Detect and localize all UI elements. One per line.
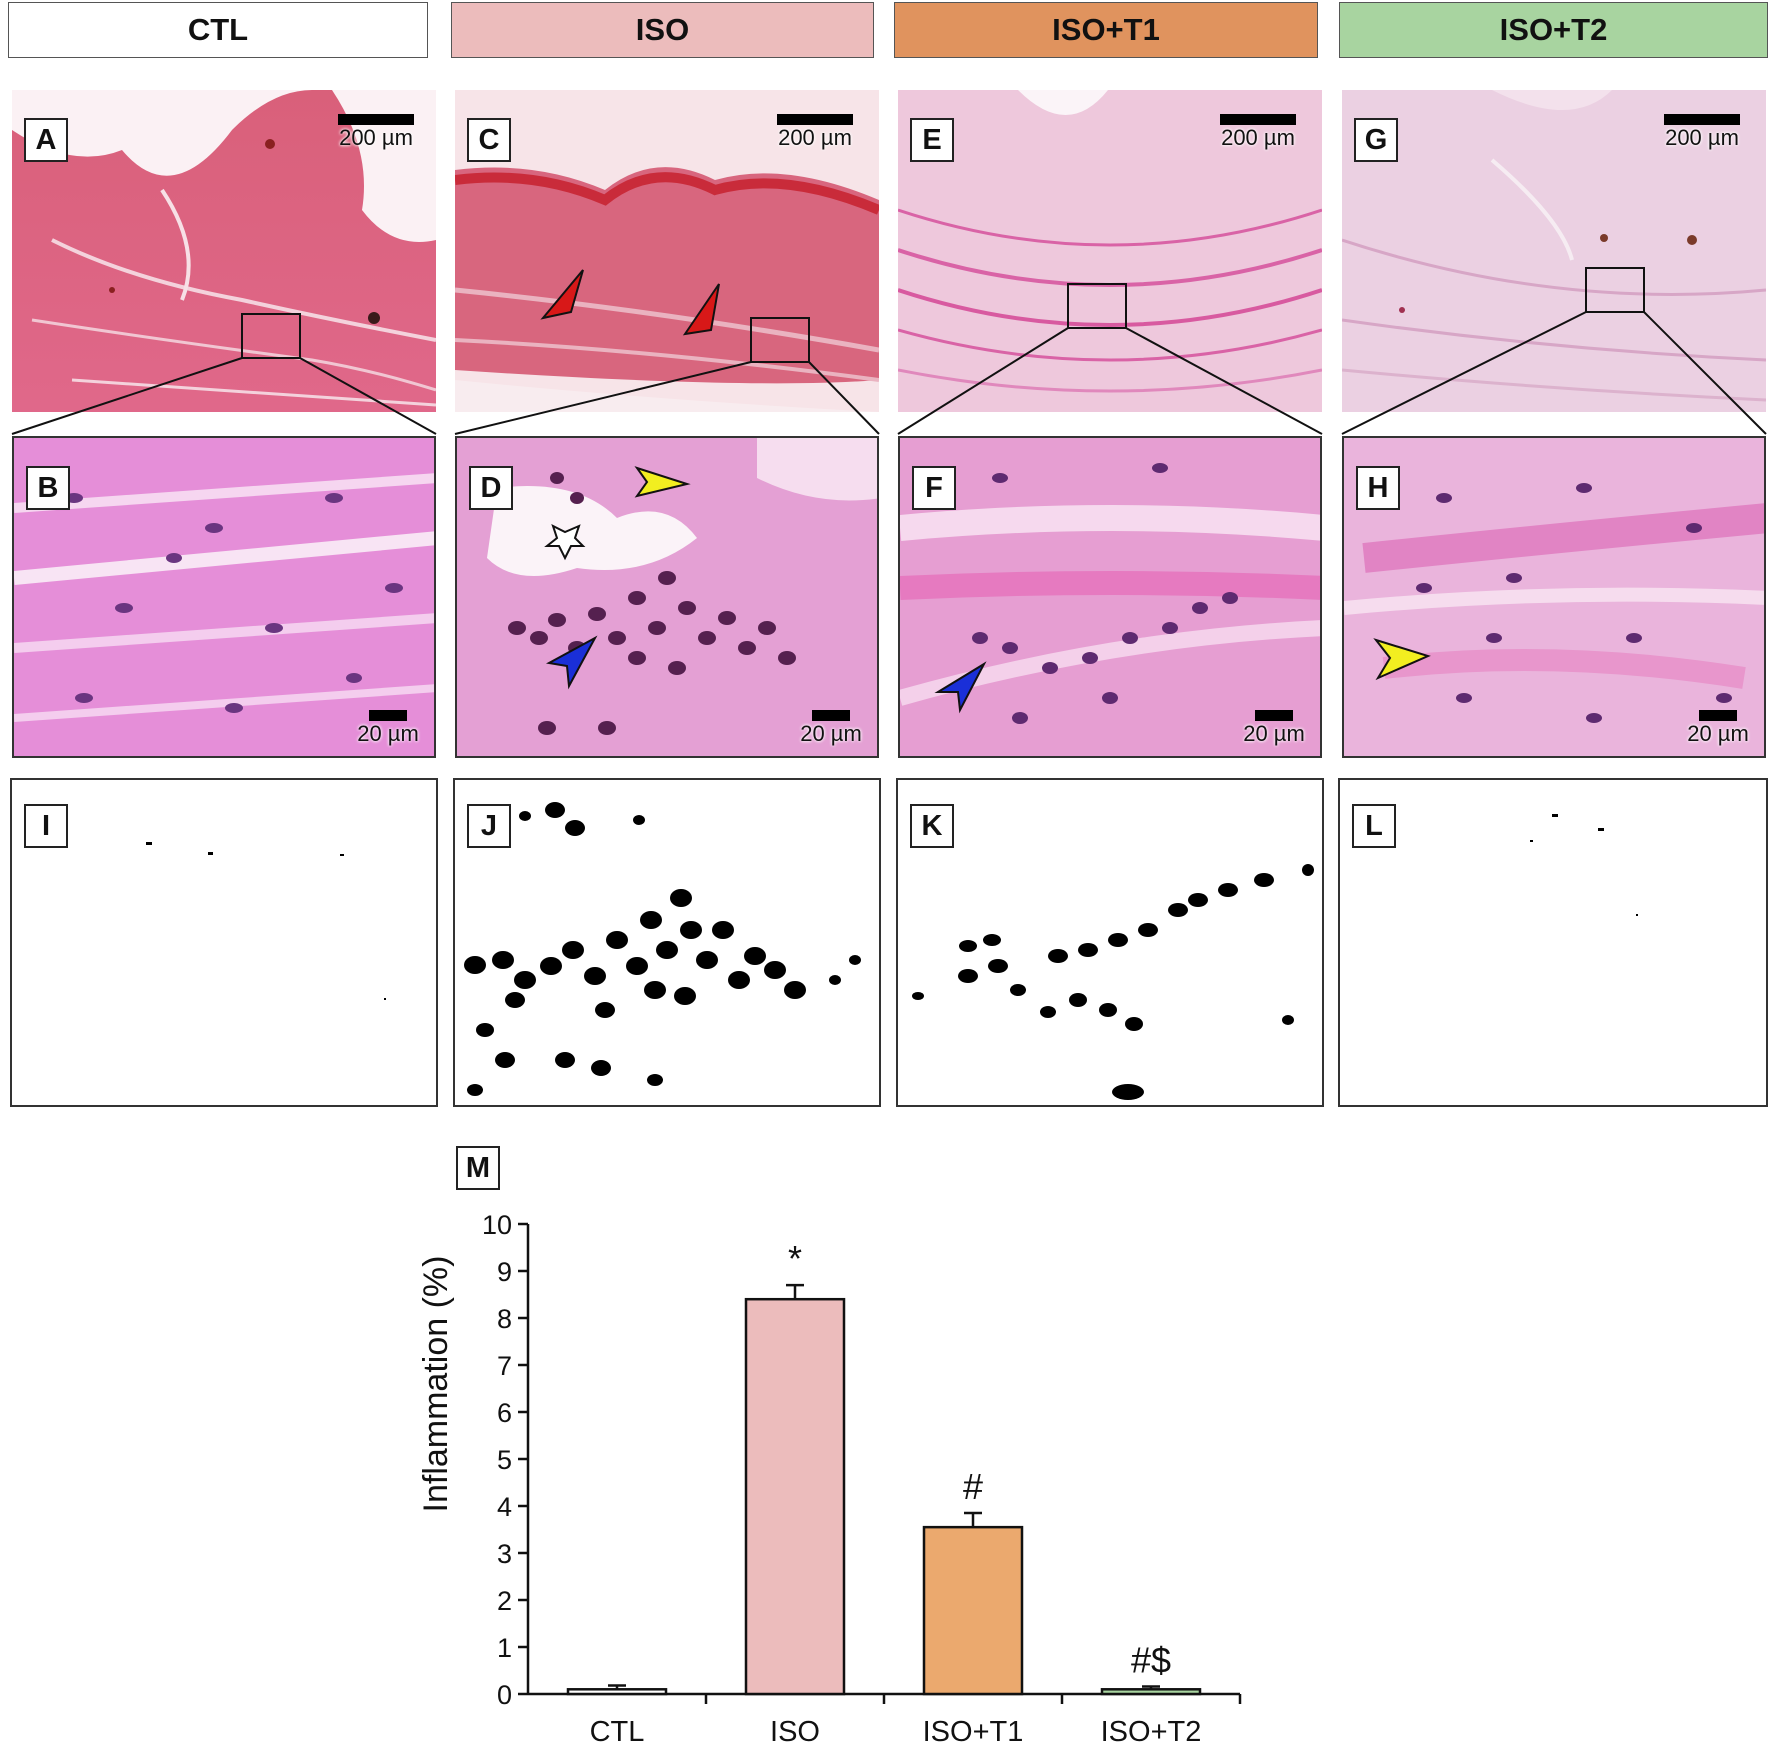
binary-mask-panel-k: K	[896, 778, 1324, 1107]
scale-bar-label: 20 µm	[800, 721, 862, 746]
tissue-image	[900, 438, 1320, 756]
y-tick-label: 9	[497, 1257, 512, 1287]
y-tick-label: 2	[497, 1586, 512, 1616]
header-iso-t2: ISO+T2	[1339, 2, 1768, 58]
bar-ctl	[566, 1688, 668, 1696]
panel-label: I	[24, 804, 68, 848]
panel-label: J	[467, 804, 511, 848]
scale-bar-label: 20 µm	[1687, 721, 1749, 746]
y-tick-label: 1	[497, 1633, 512, 1663]
y-tick-label: 8	[497, 1304, 512, 1334]
header-iso-t1: ISO+T1	[894, 2, 1318, 58]
header-iso: ISO	[451, 2, 874, 58]
binary-mask-image	[464, 802, 861, 1096]
scale-bar-label: 200 µm	[1221, 125, 1295, 150]
scale-bar: 200 µm	[765, 114, 865, 151]
panel-label: H	[1356, 466, 1400, 510]
panel-label: B	[26, 466, 70, 510]
scale-bar: 200 µm	[1208, 114, 1308, 151]
x-tick-label: ISO	[770, 1716, 820, 1748]
binary-mask-panel-j: J	[453, 778, 881, 1107]
tissue-image	[1344, 438, 1764, 756]
scale-bar: 20 µm	[1678, 710, 1758, 747]
y-tick-label: 5	[497, 1445, 512, 1475]
y-tick-label: 10	[482, 1210, 512, 1240]
bar-iso-t2	[1100, 1688, 1202, 1696]
tissue-image	[455, 90, 879, 412]
scale-bar: 200 µm	[1652, 114, 1752, 151]
y-tick-label: 7	[497, 1351, 512, 1381]
x-tick-label: ISO+T2	[1101, 1716, 1202, 1748]
panel-label: G	[1354, 118, 1398, 162]
panel-label: E	[910, 118, 954, 162]
tissue-image	[898, 90, 1322, 412]
micrograph-panel-c: C 200 µm	[455, 90, 879, 412]
scale-bar-label: 20 µm	[1243, 721, 1305, 746]
y-tick-label: 6	[497, 1398, 512, 1428]
x-tick-label: CTL	[590, 1716, 645, 1748]
tissue-image	[457, 438, 877, 756]
scale-bar: 20 µm	[791, 710, 871, 747]
binary-mask-panel-l: L	[1338, 778, 1768, 1107]
panel-label: L	[1352, 804, 1396, 848]
tissue-image	[1342, 90, 1766, 412]
panel-label: D	[469, 466, 513, 510]
y-tick-label: 0	[497, 1680, 512, 1710]
header-label: CTL	[187, 12, 249, 47]
zoom-connector-lines	[11, 311, 1767, 435]
header-ctl: CTL	[8, 2, 428, 58]
tissue-image	[14, 438, 434, 756]
binary-mask-image	[1530, 814, 1638, 916]
significance-marker: *	[788, 1238, 802, 1279]
bar-iso	[744, 1297, 846, 1696]
scale-bar: 20 µm	[348, 710, 428, 747]
y-tick-label: 4	[497, 1492, 512, 1522]
micrograph-panel-b: B 20 µm	[12, 436, 436, 758]
significance-marker: #$	[1131, 1639, 1171, 1680]
panel-label: F	[912, 466, 956, 510]
micrograph-panel-e: E 200 µm	[898, 90, 1322, 412]
significance-marker: #	[963, 1466, 983, 1507]
header-label: ISO+T1	[1052, 12, 1160, 47]
binary-mask-image	[146, 842, 386, 1000]
micrograph-panel-h: H 20 µm	[1342, 436, 1766, 758]
header-label: ISO	[635, 12, 690, 47]
micrograph-panel-g: G 200 µm	[1342, 90, 1766, 412]
scale-bar-label: 200 µm	[778, 125, 852, 150]
panel-label: C	[467, 118, 511, 162]
y-tick-label: 3	[497, 1539, 512, 1569]
x-tick-label: ISO+T1	[923, 1716, 1024, 1748]
y-axis-label: Inflammation (%)	[417, 1256, 455, 1513]
panel-label: A	[24, 118, 68, 162]
micrograph-panel-d: D 20 µm	[455, 436, 879, 758]
micrograph-panel-f: F 20 µm	[898, 436, 1322, 758]
panel-label: M	[456, 1146, 500, 1190]
header-label: ISO+T2	[1499, 12, 1608, 47]
scale-bar-label: 200 µm	[339, 125, 413, 150]
scale-bar-label: 200 µm	[1665, 125, 1739, 150]
binary-mask-panel-i: I	[10, 778, 438, 1107]
panel-label: K	[910, 804, 954, 848]
scale-bar: 200 µm	[326, 114, 426, 151]
binary-mask-image	[912, 864, 1314, 1100]
scale-bar: 20 µm	[1234, 710, 1314, 747]
bar-iso-t1	[922, 1525, 1024, 1696]
scale-bar-label: 20 µm	[357, 721, 419, 746]
